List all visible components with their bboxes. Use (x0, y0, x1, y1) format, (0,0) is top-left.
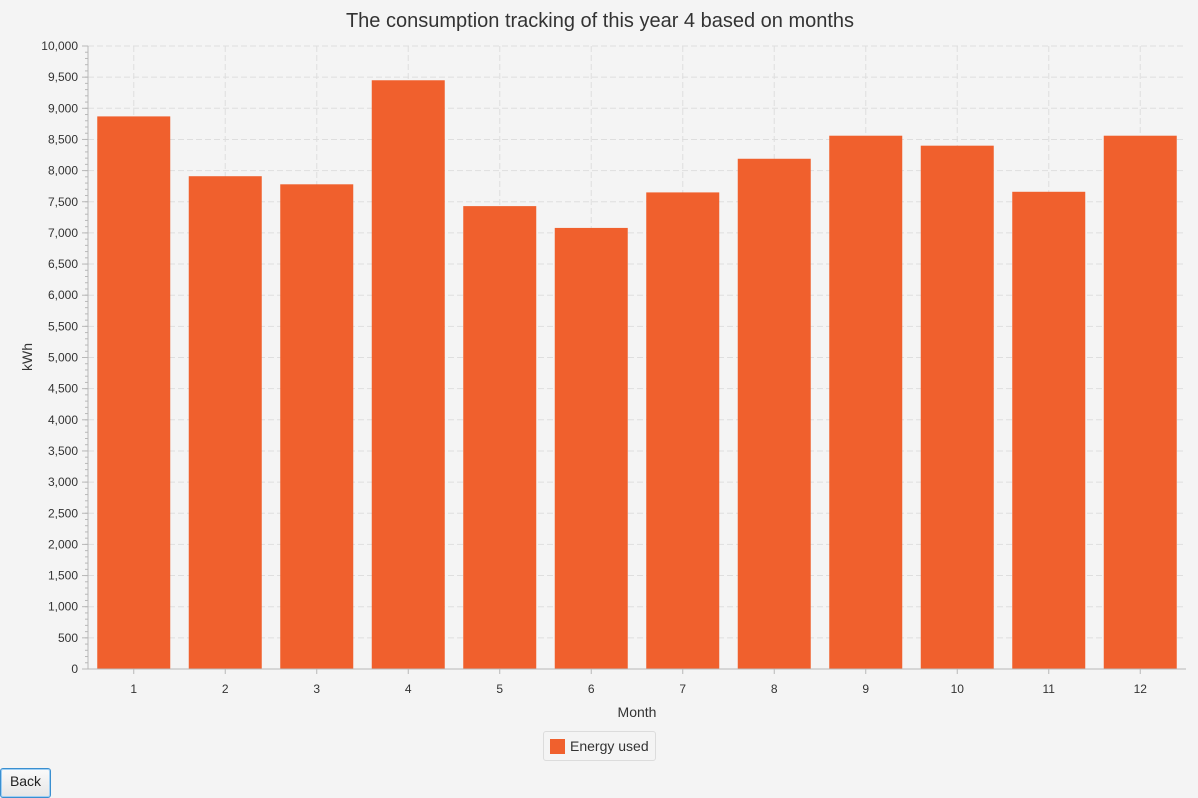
y-tick-label: 9,500 (48, 70, 78, 84)
bar-month-2 (188, 176, 262, 669)
x-axis-label: Month (618, 704, 657, 720)
x-tick-label: 9 (862, 682, 869, 696)
x-tick-label: 8 (771, 682, 778, 696)
bar-month-4 (371, 80, 445, 669)
bar-month-11 (1012, 191, 1086, 670)
legend-swatch (550, 738, 565, 754)
y-axis-label: kWh (19, 343, 35, 371)
x-tick-label: 10 (951, 682, 965, 696)
x-tick-label: 1 (130, 682, 137, 696)
bar-month-1 (97, 116, 171, 670)
y-tick-label: 4,000 (48, 413, 78, 427)
y-tick-label: 5,000 (48, 351, 78, 365)
y-tick-label: 6,000 (48, 288, 78, 302)
y-tick-label: 1,000 (48, 600, 78, 614)
y-tick-label: 2,000 (48, 537, 78, 551)
x-tick-label: 3 (313, 682, 320, 696)
y-tick-label: 7,000 (48, 226, 78, 240)
y-tick-label: 3,500 (48, 444, 78, 458)
x-tick-label: 11 (1043, 682, 1056, 696)
y-tick-label: 500 (58, 631, 78, 645)
x-tick-label: 5 (496, 682, 503, 696)
y-tick-label: 8,500 (48, 132, 78, 146)
y-tick-label: 6,500 (48, 257, 78, 271)
x-tick-label: 12 (1134, 682, 1148, 696)
bars (97, 80, 1177, 670)
chart-title: The consumption tracking of this year 4 … (346, 10, 854, 32)
x-tick-label: 7 (679, 682, 686, 696)
x-tick-label: 2 (222, 682, 229, 696)
bar-month-6 (554, 227, 628, 669)
bar-month-9 (829, 135, 903, 669)
legend-label: Energy used (570, 738, 649, 754)
x-tick-label: 4 (405, 682, 412, 696)
y-tick-label: 4,500 (48, 382, 78, 396)
y-tick-label: 5,500 (48, 319, 78, 333)
y-tick-label: 10,000 (41, 39, 78, 53)
bar-month-5 (463, 206, 537, 669)
y-tick-label: 0 (71, 662, 78, 676)
y-tick-label: 1,500 (48, 569, 78, 583)
y-tick-label: 7,500 (48, 195, 78, 209)
legend: Energy used (543, 731, 656, 761)
bar-month-7 (646, 192, 720, 669)
y-tick-label: 2,500 (48, 506, 78, 520)
axes: 0 500 1,000 1,500 2,000 2,500 3,000 3,500 4,000 4… (41, 39, 1186, 696)
bar-month-12 (1103, 135, 1177, 669)
bar-month-8 (737, 158, 811, 669)
y-tick-label: 8,000 (48, 164, 78, 178)
bar-month-10 (920, 145, 994, 669)
bar-chart: The consumption tracking of this year 4 … (19, 10, 1186, 720)
back-button[interactable]: Back (0, 768, 51, 798)
bar-month-3 (280, 184, 354, 669)
y-tick-label: 9,000 (48, 101, 78, 115)
y-tick-label: 3,000 (48, 475, 78, 489)
x-tick-label: 6 (588, 682, 595, 696)
